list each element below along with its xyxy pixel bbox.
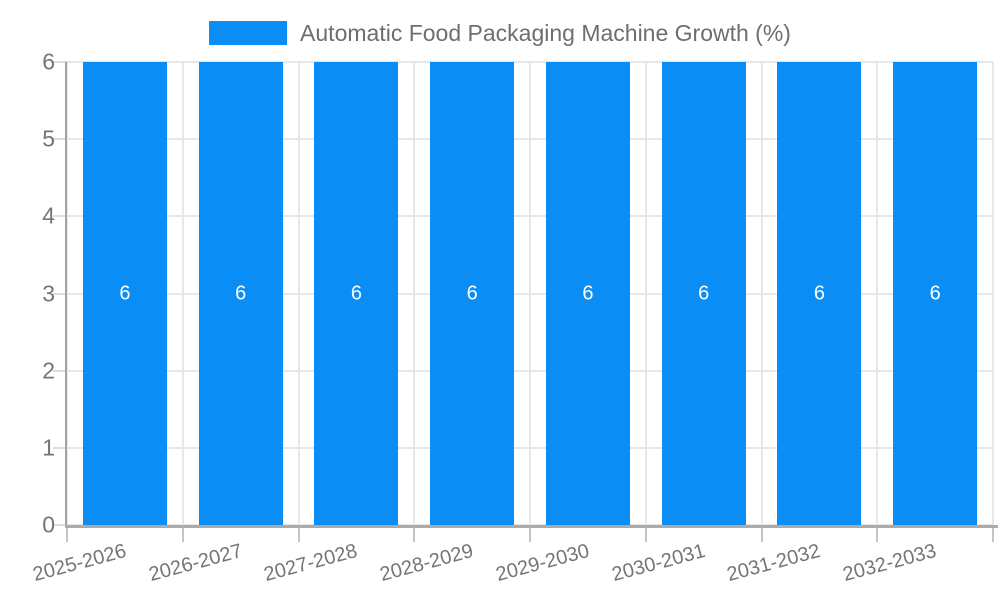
x-tick-mark [66, 528, 68, 542]
y-axis-label: 5 [42, 125, 55, 152]
bar-value-label: 6 [813, 282, 825, 304]
x-tick-mark [644, 528, 647, 542]
x-axis-label: 2031-2032 [724, 540, 824, 587]
y-axis-label: 0 [42, 511, 55, 538]
y-tick-mark [53, 215, 67, 218]
x-gridline [413, 62, 416, 525]
x-tick-mark [992, 528, 994, 542]
legend-swatch [209, 21, 288, 45]
x-gridline [297, 62, 300, 525]
x-gridline [529, 62, 531, 525]
x-gridline [992, 62, 994, 525]
bar-value-label: 6 [350, 282, 362, 304]
bar-value-label: 6 [582, 282, 594, 304]
x-axis-label: 2028-2029 [377, 540, 476, 587]
x-gridline [760, 62, 763, 525]
y-tick-mark [53, 61, 67, 63]
x-axis-line [65, 525, 998, 528]
bar-value-label: 6 [929, 282, 941, 304]
bar-value-label: 6 [698, 282, 710, 304]
bar [82, 62, 167, 525]
bar [198, 62, 283, 525]
x-tick-mark [181, 528, 184, 542]
x-axis-label: 2029-2030 [493, 540, 592, 587]
x-tick-mark [760, 528, 763, 542]
y-tick-mark [53, 369, 67, 372]
x-gridline [181, 62, 184, 525]
y-axis-line [65, 62, 67, 527]
bar-value-label: 6 [235, 282, 247, 304]
bar [777, 62, 862, 525]
bar [893, 62, 978, 525]
bar-value-label: 6 [119, 282, 131, 304]
y-axis-label: 1 [42, 434, 55, 461]
bar [545, 62, 630, 525]
y-tick-mark [53, 138, 67, 141]
x-axis-label: 2032-2033 [840, 540, 939, 587]
bar [661, 62, 746, 525]
y-tick-mark [53, 446, 67, 449]
x-axis-label: 2027-2028 [261, 540, 361, 587]
y-axis-label: 2 [42, 357, 55, 384]
x-gridline [66, 62, 68, 525]
bar-value-label: 6 [466, 282, 478, 304]
y-tick-mark [53, 524, 67, 526]
x-gridline [876, 62, 879, 525]
x-tick-mark [876, 528, 879, 542]
x-axis-label: 2026-2027 [146, 540, 245, 587]
x-tick-mark [297, 528, 300, 542]
y-axis-label: 4 [42, 202, 55, 229]
chart-legend: Automatic Food Packaging Machine Growth … [209, 20, 791, 46]
bar [430, 62, 515, 525]
y-axis-label: 6 [42, 48, 55, 75]
y-tick-mark [53, 292, 67, 295]
legend-label: Automatic Food Packaging Machine Growth … [300, 20, 791, 46]
x-axis-label: 2025-2026 [30, 540, 129, 587]
x-tick-mark [413, 528, 416, 542]
x-axis-label: 2030-2031 [609, 540, 708, 587]
x-gridline [644, 62, 647, 525]
x-tick-mark [529, 528, 531, 542]
y-axis-label: 3 [42, 280, 55, 306]
bar [314, 62, 399, 525]
